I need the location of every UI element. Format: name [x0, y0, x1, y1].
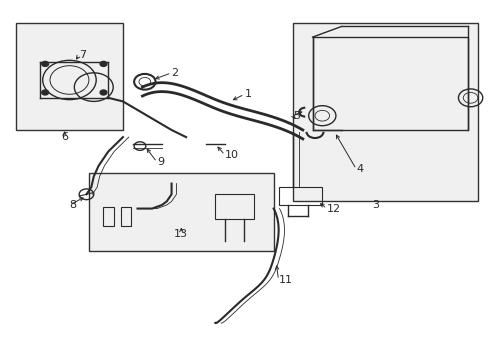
Circle shape — [100, 62, 107, 66]
Text: 3: 3 — [371, 200, 379, 210]
Text: 1: 1 — [244, 89, 251, 99]
Text: 6: 6 — [61, 132, 68, 142]
Bar — [120, 207, 131, 226]
Bar — [278, 187, 322, 205]
Text: 7: 7 — [79, 50, 86, 60]
Text: 13: 13 — [174, 229, 188, 239]
Bar — [103, 207, 114, 226]
Text: 12: 12 — [326, 203, 341, 213]
Circle shape — [100, 90, 107, 95]
Bar — [312, 37, 467, 130]
Bar — [89, 173, 273, 251]
Circle shape — [41, 62, 48, 66]
Bar — [215, 194, 254, 219]
Text: 10: 10 — [224, 150, 239, 160]
Bar — [292, 23, 477, 202]
Text: 5: 5 — [292, 111, 300, 121]
Bar — [16, 23, 122, 130]
Circle shape — [41, 90, 48, 95]
Text: 4: 4 — [356, 164, 363, 174]
Text: 9: 9 — [157, 157, 164, 167]
Text: 8: 8 — [69, 200, 77, 210]
Text: 2: 2 — [171, 68, 178, 78]
Text: 11: 11 — [278, 275, 292, 285]
